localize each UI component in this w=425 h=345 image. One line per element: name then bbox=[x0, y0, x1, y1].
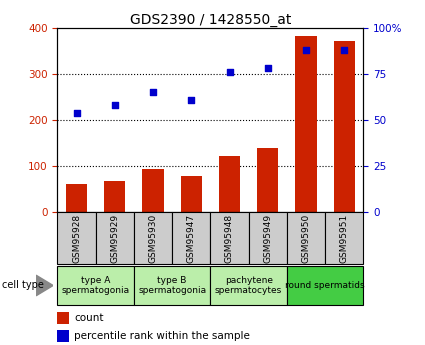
Text: round spermatids: round spermatids bbox=[285, 281, 365, 290]
Text: GSM95949: GSM95949 bbox=[263, 214, 272, 263]
Bar bbox=[249, 212, 287, 264]
Text: GSM95950: GSM95950 bbox=[301, 214, 311, 263]
Bar bbox=[104, 181, 125, 212]
Bar bbox=[134, 266, 210, 305]
Polygon shape bbox=[36, 275, 53, 296]
Text: GSM95928: GSM95928 bbox=[72, 214, 81, 263]
Text: pachytene
spermatocytes: pachytene spermatocytes bbox=[215, 276, 282, 295]
Point bbox=[341, 47, 348, 52]
Text: percentile rank within the sample: percentile rank within the sample bbox=[74, 331, 250, 341]
Bar bbox=[334, 41, 355, 212]
Bar bbox=[287, 212, 325, 264]
Text: type A
spermatogonia: type A spermatogonia bbox=[62, 276, 130, 295]
Bar bbox=[57, 266, 134, 305]
Bar bbox=[210, 266, 287, 305]
Point bbox=[150, 89, 156, 95]
Point bbox=[188, 97, 195, 102]
Bar bbox=[257, 148, 278, 212]
Text: GSM95948: GSM95948 bbox=[225, 214, 234, 263]
Point bbox=[73, 110, 80, 115]
Title: GDS2390 / 1428550_at: GDS2390 / 1428550_at bbox=[130, 12, 291, 27]
Bar bbox=[57, 330, 69, 342]
Bar bbox=[219, 156, 240, 212]
Text: cell type: cell type bbox=[2, 280, 44, 290]
Bar bbox=[287, 266, 363, 305]
Text: GSM95947: GSM95947 bbox=[187, 214, 196, 263]
Text: type B
spermatogonia: type B spermatogonia bbox=[138, 276, 206, 295]
Bar bbox=[57, 212, 96, 264]
Point bbox=[303, 47, 309, 52]
Bar bbox=[181, 176, 202, 212]
Point bbox=[264, 66, 271, 71]
Text: GSM95951: GSM95951 bbox=[340, 214, 349, 263]
Bar bbox=[295, 36, 317, 212]
Bar bbox=[134, 212, 172, 264]
Point bbox=[226, 69, 233, 75]
Bar bbox=[57, 312, 69, 324]
Bar bbox=[210, 212, 249, 264]
Text: count: count bbox=[74, 313, 104, 323]
Bar bbox=[142, 169, 164, 212]
Bar bbox=[325, 212, 363, 264]
Bar bbox=[172, 212, 210, 264]
Text: GSM95929: GSM95929 bbox=[110, 214, 119, 263]
Bar bbox=[96, 212, 134, 264]
Bar bbox=[66, 184, 87, 212]
Point bbox=[111, 102, 118, 108]
Text: GSM95930: GSM95930 bbox=[148, 214, 158, 263]
